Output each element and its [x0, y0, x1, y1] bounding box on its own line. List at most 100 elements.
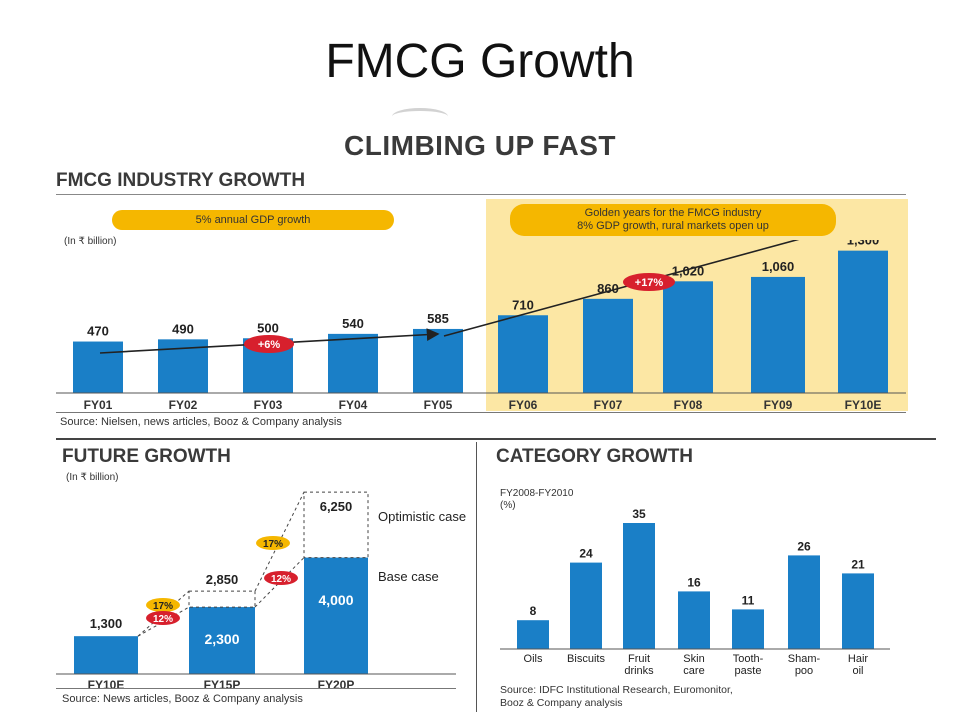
category-value-0: 8 [530, 604, 537, 618]
industry-bar-FY10E [838, 250, 888, 393]
cagr-base-2-badge [264, 571, 298, 585]
industry-tick-FY08: FY08 [674, 398, 703, 412]
category-source-line1: Source: IDFC Institutional Research, Eur… [500, 684, 733, 696]
industry-bar-FY04 [328, 333, 378, 393]
category-tick-6-line-1: oil [852, 665, 863, 677]
industry-unit-label: (In ₹ billion) [64, 236, 117, 247]
golden-years-line2: 8% GDP growth, rural markets open up [577, 220, 769, 232]
category-source-line2: Booz & Company analysis [500, 697, 623, 709]
future-unit-label: (In ₹ billion) [66, 472, 119, 483]
industry-value-FY06: 710 [512, 297, 534, 312]
future-base-bar-FY10E [74, 636, 138, 674]
future-connector-optimistic-1 [137, 590, 190, 637]
category-tick-6-line-0: Hair [848, 653, 869, 665]
future-label-fy15p-base: 2,300 [204, 631, 239, 647]
panel-divider [476, 442, 477, 712]
cagr-optimistic-1-badge [146, 598, 180, 612]
category-bar-0 [517, 620, 549, 649]
category-tick-0-line-0: Oils [524, 653, 543, 665]
industry-value-FY05: 585 [427, 311, 449, 326]
industry-growth-chart: 470 FY01 490 FY02 500 FY03 540 FY04 585 FY05 710 FY… [56, 240, 906, 412]
industry-value-FY08: 1,020 [672, 263, 705, 278]
category-tick-3-line-1: care [683, 665, 704, 677]
future-base-bar-FY15P [189, 607, 255, 674]
category-tick-5-line-1: poo [795, 665, 813, 677]
industry-tick-FY04: FY04 [339, 398, 368, 412]
category-tick-3-line-0: Skin [683, 653, 704, 665]
category-bar-2 [623, 523, 655, 649]
future-optimistic-outline-FY15P [188, 590, 256, 608]
industry-title-rule [56, 194, 906, 195]
category-tick-2-line-1: drinks [624, 665, 654, 677]
future-bottom-rule [56, 688, 456, 689]
decorative-swoosh [392, 108, 448, 125]
growth-badge-golden-label: +17% [635, 277, 664, 289]
future-label-fy15p-optimistic: 2,850 [206, 572, 239, 587]
industry-growth-title: FMCG INDUSTRY GROWTH [56, 170, 306, 191]
category-tick-4-line-0: Tooth- [733, 653, 764, 665]
slide-title: FMCG Growth [325, 35, 635, 88]
cagr-optimistic-1-label: 17% [153, 601, 173, 612]
industry-tick-FY06: FY06 [509, 398, 538, 412]
industry-tick-FY07: FY07 [594, 398, 623, 412]
cagr-base-1-label: 12% [153, 614, 173, 625]
industry-bar-FY05 [413, 328, 463, 393]
growth-badge-early [244, 335, 294, 353]
growth-badge-early-label: +6% [258, 339, 281, 351]
industry-value-FY01: 470 [87, 324, 109, 339]
section-divider [56, 438, 936, 440]
optimistic-case-legend: Optimistic case [378, 509, 467, 524]
future-tick-FY10E: FY10E [88, 678, 125, 690]
category-tick-1-line-0: Biscuits [567, 653, 605, 665]
category-value-1: 24 [579, 547, 593, 561]
industry-tick-FY05: FY05 [424, 398, 453, 412]
golden-years-pill: Golden years for the FMCG industry 8% GD… [510, 204, 836, 236]
industry-tick-FY10E: FY10E [845, 398, 882, 412]
future-growth-chart: FY10E FY15P FY20P 1,300 2,850 2,300 6,250 4,000… [56, 491, 456, 690]
category-tick-4-line-1: paste [735, 665, 762, 677]
future-label-fy10e: 1,300 [90, 616, 123, 631]
future-connector-base-1 [137, 606, 190, 637]
industry-bar-FY07 [583, 298, 633, 393]
future-base-bar-FY20P [304, 557, 368, 674]
category-source: Source: IDFC Institutional Research, Eur… [500, 684, 733, 710]
category-tick-5-line-0: Sham- [788, 653, 821, 665]
industry-bar-FY06 [498, 315, 548, 393]
category-period-label: FY2008-FY2010 [500, 488, 574, 499]
growth-badge-golden [623, 273, 675, 291]
cagr-optimistic-2-badge [256, 536, 290, 550]
category-growth-title: CATEGORY GROWTH [496, 446, 694, 467]
gdp-growth-pill: 5% annual GDP growth [112, 210, 394, 230]
industry-tick-FY02: FY02 [169, 398, 198, 412]
future-growth-title: FUTURE GROWTH [62, 446, 231, 467]
industry-value-FY04: 540 [342, 316, 364, 331]
category-bar-5 [788, 555, 820, 649]
industry-tick-FY09: FY09 [764, 398, 793, 412]
industry-source: Source: Nielsen, news articles, Booz & C… [60, 416, 342, 428]
infographic-title: CLIMBING UP FAST [344, 130, 616, 161]
category-tick-2-line-0: Fruit [628, 653, 650, 665]
industry-value-FY09: 1,060 [762, 259, 795, 274]
industry-tick-FY01: FY01 [84, 398, 113, 412]
industry-value-FY10E: 1,300 [847, 240, 880, 248]
golden-years-line1: Golden years for the FMCG industry [584, 207, 762, 219]
industry-bar-FY08 [663, 281, 713, 393]
category-value-2: 35 [632, 507, 646, 521]
category-value-5: 26 [797, 539, 811, 553]
industry-bottom-rule [56, 412, 906, 413]
future-label-fy20p-base: 4,000 [318, 592, 353, 608]
industry-bar-FY09 [751, 276, 805, 393]
category-bar-3 [678, 591, 710, 649]
future-label-fy20p-optimistic: 6,250 [320, 499, 353, 514]
category-value-4: 11 [742, 593, 755, 607]
cagr-base-2-label: 12% [271, 574, 291, 585]
future-source: Source: News articles, Booz & Company an… [62, 693, 303, 705]
category-unit-label: (%) [500, 500, 516, 511]
industry-value-FY03: 500 [257, 320, 279, 335]
category-value-6: 21 [851, 557, 865, 571]
base-case-legend: Base case [378, 569, 439, 584]
cagr-base-1-badge [146, 611, 180, 625]
industry-tick-FY03: FY03 [254, 398, 283, 412]
category-bar-1 [570, 562, 602, 649]
